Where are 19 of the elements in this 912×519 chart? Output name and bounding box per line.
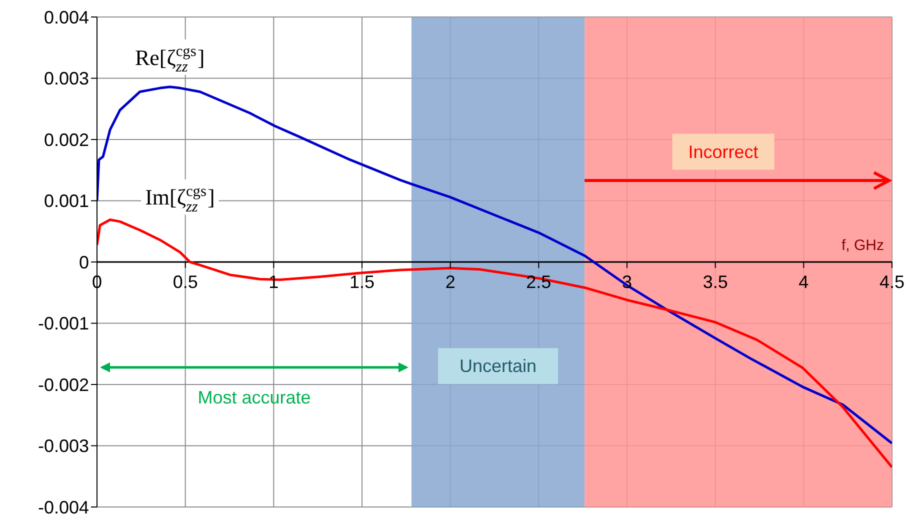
y-tick-label: -0.003 xyxy=(38,436,89,456)
x-axis-title: f, GHz xyxy=(841,237,884,254)
y-tick-label: 0.004 xyxy=(44,7,89,28)
y-tick-label: 0.003 xyxy=(44,68,89,89)
x-tick-label: 4.5 xyxy=(879,272,905,292)
y-tick-label: 0.001 xyxy=(44,191,89,212)
band-label: Uncertain xyxy=(460,356,537,376)
x-tick-label: 2 xyxy=(445,272,456,292)
x-tick-label: 0.5 xyxy=(172,272,198,292)
y-tick-label: 0 xyxy=(78,252,89,272)
x-tick-label: 3.5 xyxy=(702,272,728,292)
x-tick-label: 4 xyxy=(798,272,809,292)
y-tick-label: -0.004 xyxy=(38,497,89,518)
y-tick-label: -0.001 xyxy=(38,314,89,334)
band-label: Incorrect xyxy=(688,142,758,162)
y-tick-label: -0.002 xyxy=(38,374,89,395)
y-tick-label: 0.002 xyxy=(44,130,89,150)
annotation: Most accurate xyxy=(198,387,311,408)
x-tick-label: 1.5 xyxy=(349,272,375,292)
